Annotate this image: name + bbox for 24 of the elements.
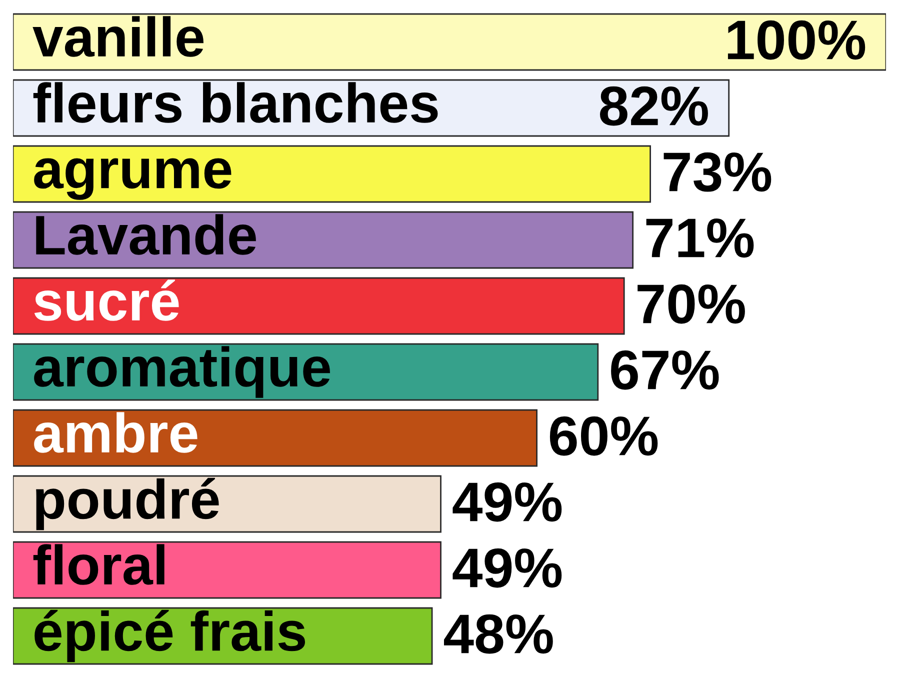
data-label: 48% bbox=[444, 614, 553, 654]
data-label: 67% bbox=[611, 350, 719, 390]
y-tick-label: ambre bbox=[34, 412, 198, 453]
data-label: 60% bbox=[550, 416, 658, 456]
y-tick-label: vanille bbox=[32, 16, 204, 57]
data-label: 73% bbox=[664, 152, 772, 192]
bar bbox=[13, 409, 538, 467]
data-label: 71% bbox=[646, 218, 754, 258]
data-label: 49% bbox=[452, 548, 562, 588]
data-label: 70% bbox=[638, 284, 745, 324]
bar bbox=[13, 145, 651, 203]
y-tick-label: épicé frais bbox=[34, 610, 306, 662]
bar bbox=[13, 277, 625, 335]
y-tick-label: fleurs blanches bbox=[33, 82, 438, 123]
y-tick-label: agrume bbox=[34, 158, 232, 200]
y-tick-label: poudré bbox=[36, 478, 219, 530]
data-label: 49% bbox=[452, 482, 562, 522]
data-label: 82% bbox=[600, 86, 708, 126]
data-label: 100% bbox=[728, 20, 866, 60]
y-tick-label: aromatique bbox=[34, 346, 330, 398]
y-tick-label: sucré bbox=[34, 280, 179, 321]
y-tick-label: floral bbox=[33, 544, 164, 585]
y-tick-label: Lavande bbox=[36, 214, 256, 255]
bar bbox=[13, 541, 442, 599]
